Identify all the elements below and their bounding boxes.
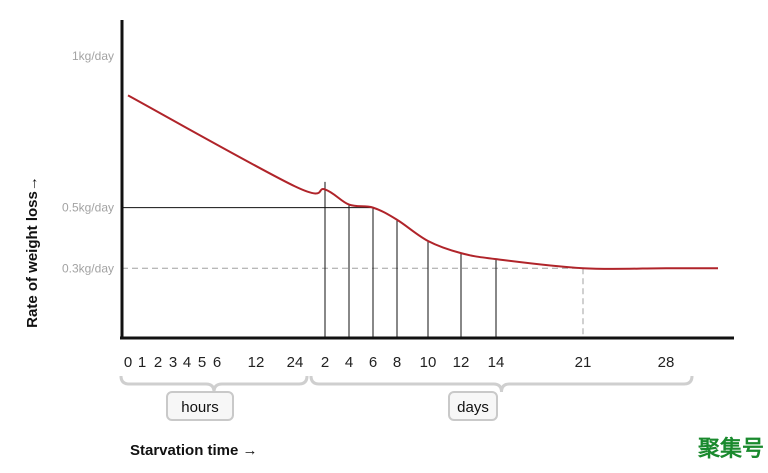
group-label-days: days bbox=[457, 399, 489, 416]
x-tick-label: 1 bbox=[138, 354, 146, 371]
group-label-box-days bbox=[448, 391, 498, 421]
y-tick-labels: 1kg/day 0.5kg/day 0.3kg/day bbox=[62, 49, 114, 275]
y-tick-label: 0.3kg/day bbox=[62, 261, 114, 275]
x-tick-label: 21 bbox=[575, 354, 592, 371]
x-tick-label: 28 bbox=[658, 354, 675, 371]
y-tick-label: 1kg/day bbox=[72, 49, 114, 63]
x-tick-label: 3 bbox=[169, 354, 177, 371]
x-tick-label: 5 bbox=[198, 354, 206, 371]
x-tick-label: 6 bbox=[213, 354, 221, 371]
x-tick-label: 2 bbox=[154, 354, 162, 371]
x-tick-label: 6 bbox=[369, 354, 377, 371]
x-tick-labels: 0 1 2 3 4 5 6 12 24 2 4 6 8 10 12 14 21 28 bbox=[124, 354, 675, 371]
x-tick-label: 0 bbox=[124, 354, 132, 371]
group-brace-hours bbox=[119, 375, 309, 393]
y-tick-label: 0.5kg/day bbox=[62, 201, 114, 215]
x-tick-label: 4 bbox=[345, 354, 353, 371]
group-label-hours: hours bbox=[181, 399, 219, 416]
group-label-box-hours bbox=[166, 391, 234, 421]
x-tick-label: 2 bbox=[321, 354, 329, 371]
x-tick-label: 8 bbox=[393, 354, 401, 371]
x-tick-label: 12 bbox=[248, 354, 265, 371]
plot-area bbox=[122, 94, 718, 338]
group-brace-days bbox=[309, 375, 694, 393]
watermark-logo: 聚集号 bbox=[697, 436, 764, 462]
group-braces: hours days bbox=[119, 375, 694, 421]
axes bbox=[120, 20, 734, 340]
x-tick-label: 14 bbox=[488, 354, 505, 371]
x-tick-label: 10 bbox=[420, 354, 437, 371]
x-tick-label: 4 bbox=[183, 354, 191, 371]
x-tick-label: 24 bbox=[287, 354, 304, 371]
x-tick-label: 12 bbox=[453, 354, 470, 371]
series-line bbox=[127, 94, 718, 270]
x-axis-title: Starvation time → bbox=[130, 442, 258, 459]
y-axis-title: Rate of weight loss→ bbox=[24, 176, 41, 328]
